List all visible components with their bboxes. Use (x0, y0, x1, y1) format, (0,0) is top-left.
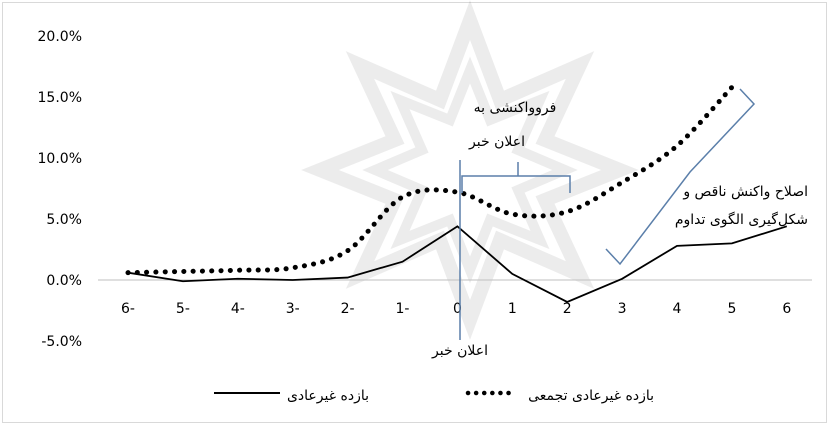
x-axis-title: اعلان خبر (431, 343, 488, 359)
x-tick-label: 1- (396, 301, 410, 317)
watermark-ornament (301, 0, 639, 340)
legend: بازده غیرعادی تجمعی بازده غیرعادی (214, 388, 654, 404)
underreaction-label-line2: اعلان خبر (468, 134, 525, 150)
x-tick-label: 3 (618, 301, 627, 317)
legend-label-abnormal: بازده غیرعادی (287, 388, 369, 404)
correction-label-line2: شکل‌گیری الگوی تداوم (675, 211, 808, 228)
y-tick-label: 5.0% (46, 212, 82, 228)
y-tick-label: 15.0% (38, 90, 82, 106)
y-axis-ticks: 20.0% 15.0% 10.0% 5.0% 0.0% -5.0% (38, 29, 82, 350)
y-tick-label: -5.0% (41, 334, 82, 350)
x-tick-label: 5- (176, 301, 190, 317)
chart-border (2, 2, 827, 423)
x-tick-label: 4- (231, 301, 245, 317)
x-tick-label: 0 (453, 301, 462, 317)
x-tick-label: 2- (341, 301, 355, 317)
correction-brace (605, 88, 756, 266)
x-tick-label: 1 (508, 301, 517, 317)
x-tick-label: 6 (782, 301, 791, 317)
annotation-correction: اصلاح واکنش ناقص و شکل‌گیری الگوی تداوم (605, 88, 808, 266)
y-tick-label: 10.0% (38, 151, 82, 167)
x-axis-ticks: 6- 5- 4- 3- 2- 1- 0 1 2 3 4 5 6 (121, 301, 791, 317)
y-tick-label: 0.0% (46, 273, 82, 289)
x-tick-label: 4 (673, 301, 682, 317)
legend-label-cumulative: بازده غیرعادی تجمعی (528, 388, 654, 404)
x-tick-label: 5 (727, 301, 736, 317)
x-tick-label: 2 (563, 301, 572, 317)
series-layer (125, 84, 788, 303)
series-line-abnormal-return (127, 225, 788, 303)
underreaction-brace (461, 162, 571, 193)
x-tick-label: 3- (286, 301, 300, 317)
x-tick-label: 6- (121, 301, 135, 317)
correction-label-line1: اصلاح واکنش ناقص و (682, 184, 808, 200)
series-line-cumulative-abnormal-return (125, 84, 735, 276)
underreaction-label-line1: فرووا‌کنشی به (474, 100, 557, 116)
annotation-underreaction: فرووا‌کنشی به اعلان خبر (459, 100, 571, 340)
y-tick-label: 20.0% (38, 29, 82, 45)
